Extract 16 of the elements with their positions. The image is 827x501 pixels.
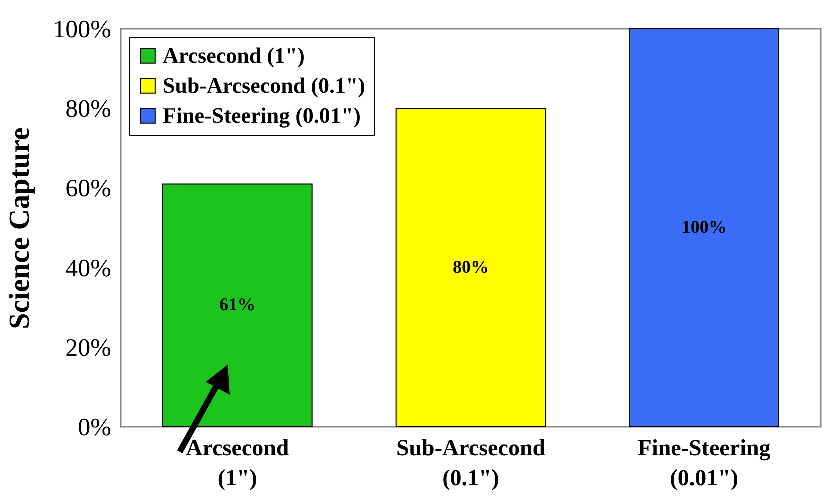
data-label: 61% [220,294,256,315]
x-tick-label: Arcsecond (1") [186,436,290,490]
legend-label: Arcsecond (1") [163,43,305,68]
data-label: 80% [453,256,489,277]
data-label: 100% [682,217,727,237]
y-tick-label: 20% [66,334,112,362]
x-tick-label: Sub-Arcsecond (0.1") [396,436,546,490]
y-tick-label: 100% [53,16,112,44]
y-tick-label: 0% [78,414,112,442]
x-tick-label: Fine-Steering (0.01") [638,436,772,490]
y-tick-label: 80% [66,96,112,124]
y-axis-title: Science Capture [4,128,36,330]
y-tick-label: 40% [66,255,112,282]
legend-label: Fine-Steering (0.01") [163,103,361,128]
y-tick-label: 60% [66,176,112,203]
legend-label: Sub-Arcsecond (0.1") [163,73,366,98]
